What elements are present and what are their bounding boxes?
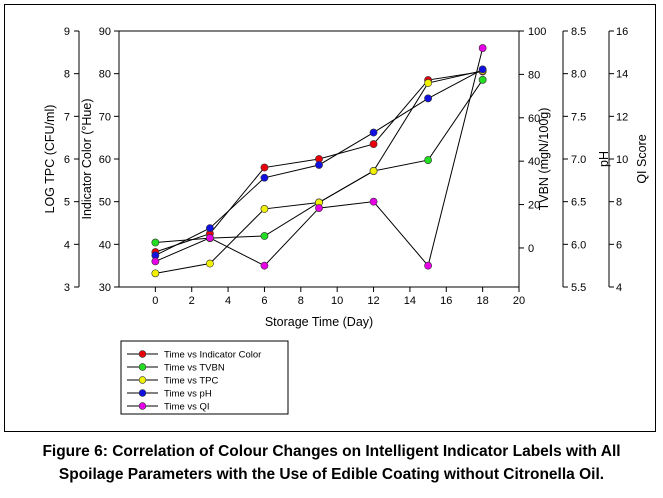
data-point (424, 94, 432, 103)
ph-tick-label: 6.0 (571, 239, 586, 251)
x-tick-label: 0 (152, 295, 158, 307)
tpc-tick-label: 7 (64, 111, 70, 123)
qi-tick-label: 16 (616, 26, 628, 38)
data-point (315, 204, 323, 212)
color-tick-label: 90 (99, 26, 111, 38)
legend-label: Time vs Indicator Color (164, 350, 261, 361)
color-tick-label: 70 (99, 111, 111, 123)
tvbn-tick-label: 0 (528, 243, 534, 255)
data-point (151, 269, 160, 278)
legend-label: Time vs TPC (164, 376, 219, 387)
x-tick-label: 12 (367, 295, 379, 307)
tpc-tick-label: 5 (64, 197, 70, 209)
x-tick-label: 2 (189, 295, 195, 307)
ph-axis-label: pH (597, 151, 611, 167)
ph-tick-label: 7.5 (571, 111, 586, 123)
ph-tick-label: 5.5 (571, 282, 586, 294)
color-axis-label: Indicator Color (°Hue) (80, 98, 94, 219)
tpc-tick-label: 4 (64, 239, 70, 251)
color-tick-label: 40 (99, 239, 111, 251)
x-tick-label: 6 (261, 295, 267, 307)
data-point (478, 44, 487, 52)
ph-tick-label: 7.0 (571, 154, 586, 166)
data-point (206, 224, 214, 233)
legend-marker (138, 402, 147, 410)
tpc-tick-label: 6 (64, 154, 70, 166)
data-point (424, 261, 432, 270)
x-tick-label: 18 (477, 295, 489, 307)
tvbn-tick-label: 80 (528, 69, 540, 81)
data-point (151, 238, 160, 247)
data-point (260, 232, 269, 240)
tvbn-axis-label: TVBN (mgN/100g) (537, 108, 551, 211)
data-point (369, 128, 378, 137)
qi-tick-label: 8 (616, 197, 622, 209)
figure-frame (4, 4, 656, 432)
data-point (206, 234, 214, 242)
caption-line-1: Figure 6: Correlation of Colour Changes … (42, 443, 621, 460)
data-point (260, 261, 269, 270)
data-point (260, 163, 269, 172)
data-point (260, 205, 269, 213)
x-axis-label: Storage Time (Day) (265, 315, 373, 329)
qi-tick-label: 4 (616, 282, 622, 294)
tpc-tick-label: 3 (64, 282, 70, 294)
color-tick-label: 50 (99, 197, 111, 209)
legend-marker (138, 363, 147, 371)
qi-tick-label: 6 (616, 239, 622, 251)
legend-box (120, 340, 289, 415)
tvbn-tick-label: 60 (528, 113, 540, 125)
tpc-tick-label: 9 (64, 26, 70, 38)
x-tick-label: 16 (440, 295, 452, 307)
color-tick-label: 80 (99, 69, 111, 81)
x-tick-label: 10 (331, 295, 343, 307)
chart: 0 2 4 6 8 10 12 14 16 18 20 Storage Time (Day) 3 4 5 6 7… (43, 26, 649, 415)
qi-tick-label: 14 (616, 69, 628, 81)
color-tick-label: 60 (99, 154, 111, 166)
data-point (315, 161, 323, 169)
legend-label: Time vs QI (164, 402, 210, 413)
legend-marker (138, 389, 147, 397)
data-point (424, 156, 432, 164)
qi-tick-label: 10 (616, 154, 628, 166)
legend-label: Time vs TVBN (164, 363, 225, 374)
x-tick-label: 20 (513, 295, 525, 307)
qi-axis-label: QI Score (635, 134, 649, 183)
figure-caption: Figure 6: Correlation of Colour Changes … (0, 440, 663, 486)
color-tick-label: 30 (99, 282, 111, 294)
qi-tick-label: 12 (616, 111, 628, 123)
x-tick-label: 14 (404, 295, 416, 307)
data-point (478, 75, 487, 84)
legend-label: Time vs pH (164, 389, 212, 400)
x-tick-label: 4 (225, 295, 231, 307)
caption-line-2: Spoilage Parameters with the Use of Edib… (58, 466, 605, 483)
legend-marker (138, 376, 147, 384)
ph-tick-label: 8.0 (571, 69, 586, 81)
tvbn-tick-label: 100 (528, 26, 546, 38)
data-point (369, 140, 378, 148)
legend-marker (138, 350, 147, 358)
data-point (151, 257, 160, 266)
data-point (369, 167, 378, 175)
ph-tick-label: 6.5 (571, 197, 586, 209)
x-tick-label: 8 (298, 295, 304, 307)
data-point (260, 173, 269, 182)
tpc-axis-label: LOG TPC (CFU/ml) (43, 105, 57, 214)
tvbn-tick-label: 20 (528, 200, 540, 212)
data-point (206, 259, 214, 268)
data-point (478, 65, 487, 74)
tpc-tick-label: 8 (64, 69, 70, 81)
data-point (369, 197, 378, 206)
data-point (424, 79, 432, 87)
tvbn-tick-label: 40 (528, 156, 540, 168)
ph-tick-label: 8.5 (571, 26, 586, 38)
